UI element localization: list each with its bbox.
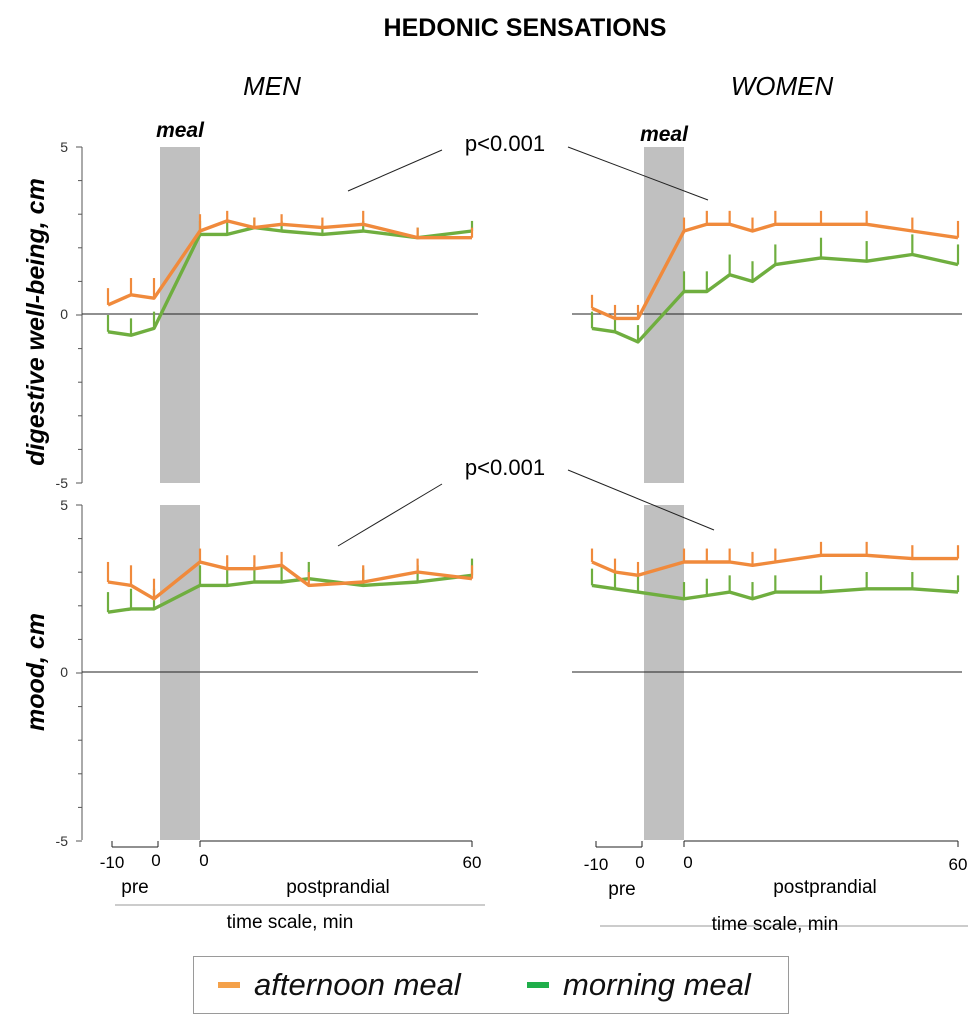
legend-item-afternoon: afternoon meal (218, 967, 461, 1003)
meal-band-men-top (160, 147, 200, 483)
figure-title: HEDONIC SENSATIONS (384, 14, 667, 42)
x-tick-label: 60 (949, 855, 968, 874)
p-value-digestive: p<0.001 (465, 131, 545, 156)
legend-swatch-morning (527, 982, 549, 988)
y-tick-label: 5 (60, 497, 68, 513)
series-line-afternoon (591, 553, 958, 577)
y-tick-label: -5 (56, 475, 69, 491)
meal-label-men: meal (156, 119, 205, 142)
x-tick-labels-women: -10 0 0 60 (584, 853, 968, 874)
meal-bands (160, 147, 684, 840)
y-tick-label: -5 (56, 833, 69, 849)
meal-label-women: meal (640, 123, 689, 146)
x-tick-label: 60 (463, 853, 482, 872)
plot-women-digestive (590, 210, 960, 344)
legend-item-morning: morning meal (527, 967, 751, 1003)
x-axis-label-men: time scale, min (227, 912, 354, 933)
y-label-mood: mood, cm (22, 613, 50, 731)
data-plots (106, 210, 960, 614)
series-line-morning (591, 583, 959, 601)
plot-men-mood (106, 548, 474, 614)
zero-lines (82, 313, 962, 673)
series-line-morning (107, 573, 473, 614)
x-tick-label: 0 (151, 851, 160, 870)
p-value-mood: p<0.001 (465, 455, 545, 480)
plot-men-digestive (106, 210, 474, 337)
panel-title-men: MEN (243, 71, 301, 101)
x-post-label-men: postprandial (286, 877, 390, 898)
significance-lines (337, 146, 715, 547)
legend: afternoon meal morning meal (193, 956, 789, 1014)
x-tick-label: -10 (584, 855, 609, 874)
y-tick-label: 0 (60, 306, 68, 322)
x-axis-women (595, 840, 968, 927)
legend-label-morning: morning meal (563, 967, 751, 1002)
y-label-digestive: digestive well-being, cm (22, 178, 50, 466)
x-pre-label-women: pre (608, 879, 635, 900)
legend-label-afternoon: afternoon meal (254, 967, 461, 1002)
x-axis-label-women: time scale, min (712, 914, 839, 935)
series-line-afternoon (591, 222, 959, 321)
series-line-morning (591, 252, 959, 344)
y-axis-minor-ticks (76, 146, 82, 842)
x-tick-label: -10 (100, 853, 125, 872)
x-pre-label-men: pre (121, 877, 148, 898)
x-tick-labels-men: -10 0 0 60 (100, 851, 482, 872)
plot-women-mood (590, 541, 960, 601)
x-tick-label: 0 (635, 853, 644, 872)
x-tick-label: 0 (199, 851, 208, 870)
legend-swatch-afternoon (218, 982, 240, 988)
x-post-label-women: postprandial (773, 877, 877, 898)
y-tick-labels: 5 0 -5 5 0 -5 (56, 139, 69, 849)
series-line-afternoon (107, 560, 473, 601)
y-tick-label: 5 (60, 139, 68, 155)
y-tick-label: 0 (60, 664, 68, 680)
panel-title-women: WOMEN (731, 71, 834, 101)
x-axis-men (111, 840, 485, 906)
x-tick-label: 0 (683, 853, 692, 872)
series-line-afternoon (107, 219, 472, 307)
